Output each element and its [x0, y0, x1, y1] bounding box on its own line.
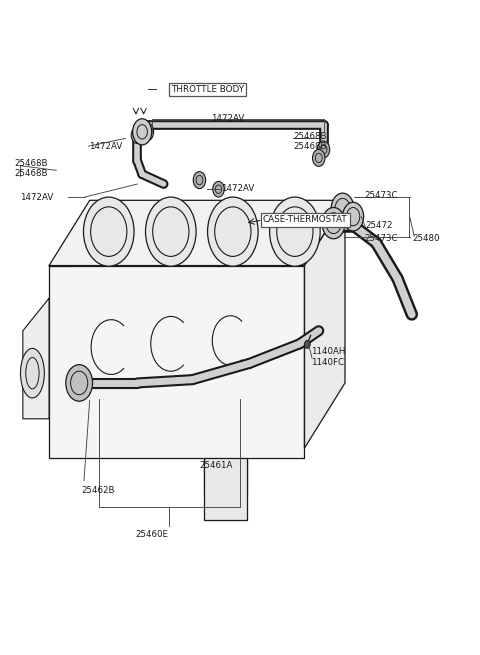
Text: 1472AV: 1472AV: [221, 184, 254, 193]
Circle shape: [132, 119, 152, 145]
Text: 25480: 25480: [413, 234, 440, 243]
Text: 25472: 25472: [365, 221, 393, 230]
Polygon shape: [49, 200, 345, 265]
Polygon shape: [23, 298, 49, 419]
Text: 25468B: 25468B: [15, 159, 48, 168]
Circle shape: [131, 126, 144, 143]
Text: 25461A: 25461A: [199, 461, 233, 470]
Circle shape: [343, 202, 364, 231]
Text: 1472AV: 1472AV: [211, 114, 245, 123]
Ellipse shape: [21, 348, 44, 398]
Text: 25473C: 25473C: [364, 234, 397, 243]
Text: CASE-THERMOSTAT: CASE-THERMOSTAT: [263, 215, 348, 225]
Polygon shape: [49, 265, 304, 494]
Circle shape: [331, 193, 354, 225]
Text: 25473C: 25473C: [364, 191, 397, 200]
Text: 25468B: 25468B: [293, 141, 327, 151]
Circle shape: [213, 181, 224, 197]
Circle shape: [312, 149, 325, 166]
Polygon shape: [204, 458, 247, 520]
Text: 25468B: 25468B: [293, 132, 327, 141]
Text: 1472AV: 1472AV: [20, 193, 53, 202]
Circle shape: [304, 341, 310, 348]
Circle shape: [317, 141, 330, 158]
Circle shape: [207, 197, 258, 266]
Circle shape: [140, 122, 154, 141]
Circle shape: [84, 197, 134, 266]
Text: 1140AH: 1140AH: [311, 347, 345, 356]
Text: THROTTLE BODY: THROTTLE BODY: [171, 85, 244, 94]
Text: 25462B: 25462B: [82, 486, 115, 495]
Text: 25468B: 25468B: [15, 169, 48, 178]
Circle shape: [145, 197, 196, 266]
Text: 1472AV: 1472AV: [89, 141, 122, 151]
Text: 25460E: 25460E: [135, 531, 168, 540]
Text: 1140FC: 1140FC: [311, 358, 344, 367]
Polygon shape: [304, 200, 345, 448]
Circle shape: [322, 208, 345, 239]
Circle shape: [270, 197, 320, 266]
Circle shape: [193, 172, 205, 189]
Circle shape: [66, 365, 93, 402]
